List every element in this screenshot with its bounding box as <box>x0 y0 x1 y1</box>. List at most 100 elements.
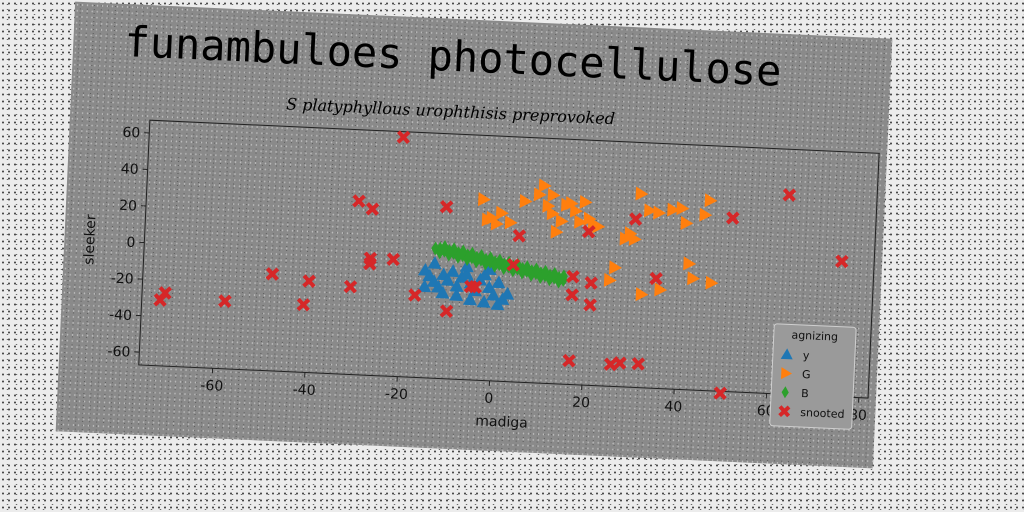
data-point-g <box>609 260 622 275</box>
data-point-snooted <box>439 200 454 214</box>
data-point-g <box>680 215 694 230</box>
y-axis: -60 -40 -20 0 20 40 60 <box>107 125 150 361</box>
data-point-y <box>491 275 506 289</box>
chart-subtitle: S platyphyllous urophthisis preprovoked <box>286 94 616 128</box>
data-point-snooted <box>396 130 411 145</box>
data-point-y <box>449 288 464 302</box>
data-point-b <box>550 266 559 281</box>
data-point-b <box>495 253 504 268</box>
y-tick-label: 0 <box>126 235 136 251</box>
x-tick-label: -60 <box>200 378 224 395</box>
data-point-b <box>541 264 550 279</box>
x-axis-label: madiga <box>475 413 528 431</box>
data-point-snooted <box>613 356 627 370</box>
data-point-b <box>477 249 486 264</box>
data-point-y <box>459 259 474 273</box>
data-point-y <box>445 264 460 278</box>
data-point-snooted <box>296 297 311 312</box>
data-point-g <box>687 271 701 286</box>
data-point-g <box>555 213 569 228</box>
data-point-g <box>628 231 642 246</box>
data-point-y <box>462 292 477 306</box>
data-point-g <box>550 224 564 239</box>
data-point-b <box>440 240 449 255</box>
legend-entry: B <box>801 387 809 400</box>
data-point-g <box>603 272 617 287</box>
data-point-g <box>533 187 547 202</box>
data-point-b <box>532 262 541 277</box>
data-point-snooted <box>725 211 740 225</box>
legend-title: agnizing <box>791 329 838 344</box>
data-point-g <box>574 214 587 229</box>
data-point-y <box>482 262 497 276</box>
y-tick-label: 60 <box>122 125 141 142</box>
data-point-snooted <box>302 274 316 288</box>
data-point-g <box>579 194 593 209</box>
data-point-snooted <box>218 294 232 308</box>
data-point-y <box>449 279 464 292</box>
data-point-g <box>504 215 518 230</box>
legend-marker <box>781 386 789 399</box>
data-point-y <box>435 285 450 299</box>
scatter-chart: funambuloes photocellulose S platyphyllo… <box>81 17 880 432</box>
data-point-b <box>458 244 468 259</box>
data-point-snooted <box>782 188 797 202</box>
data-point-snooted <box>352 194 366 208</box>
data-point-snooted <box>581 224 596 239</box>
data-point-snooted <box>584 276 598 290</box>
data-point-b <box>449 242 459 257</box>
data-point-g <box>569 203 583 218</box>
data-point-g <box>705 275 719 290</box>
data-point-g <box>635 287 649 302</box>
legend-entry: G <box>802 368 811 381</box>
data-point-snooted <box>628 212 643 226</box>
chart-figure: funambuloes photocellulose S platyphyllo… <box>55 1 893 469</box>
chart-title: funambuloes photocellulose <box>124 17 783 96</box>
x-axis: -60 -40 -20 0 20 40 60 80 <box>200 368 867 424</box>
data-point-snooted <box>439 304 454 319</box>
data-point-snooted <box>583 298 597 312</box>
y-axis-label: sleeker <box>81 214 99 265</box>
data-point-snooted <box>386 252 401 267</box>
data-point-y <box>417 279 432 293</box>
data-point-g <box>542 198 556 213</box>
data-point-y <box>459 266 474 280</box>
data-point-snooted <box>562 353 576 368</box>
data-point-g <box>643 203 657 218</box>
data-point-g <box>704 193 718 208</box>
x-tick-label: -40 <box>292 382 316 399</box>
data-point-y <box>481 280 496 294</box>
legend-box <box>769 323 857 430</box>
data-point-g <box>546 206 560 221</box>
legend-marker <box>780 348 793 360</box>
legend-entry: y <box>803 349 811 362</box>
x-tick-label: 40 <box>664 399 683 416</box>
data-point-snooted <box>407 288 422 302</box>
data-point-y <box>486 288 501 301</box>
data-point-g <box>667 202 681 217</box>
data-point-snooted <box>365 202 380 216</box>
x-tick-label: 20 <box>572 395 591 412</box>
x-tick-label: -20 <box>385 386 409 403</box>
data-point-snooted <box>512 228 527 243</box>
y-tick-label: 40 <box>120 161 139 178</box>
data-point-b <box>486 251 495 266</box>
data-point-y <box>500 286 515 300</box>
data-point-g <box>490 216 504 231</box>
data-point-snooted <box>265 267 280 281</box>
data-point-snooted <box>649 271 663 286</box>
data-point-g <box>635 186 649 201</box>
data-point-g <box>519 194 533 209</box>
data-point-g <box>547 187 561 202</box>
data-point-snooted <box>566 269 580 284</box>
data-point-y <box>476 294 491 308</box>
data-point-snooted <box>713 386 728 400</box>
data-point-snooted <box>158 286 172 300</box>
data-point-snooted <box>343 279 358 294</box>
y-tick-label: -40 <box>109 307 133 324</box>
data-point-y <box>440 273 455 287</box>
data-point-g <box>654 282 668 297</box>
data-point-snooted <box>506 257 521 272</box>
data-point-snooted <box>363 256 377 271</box>
y-tick-label: -60 <box>107 344 131 361</box>
